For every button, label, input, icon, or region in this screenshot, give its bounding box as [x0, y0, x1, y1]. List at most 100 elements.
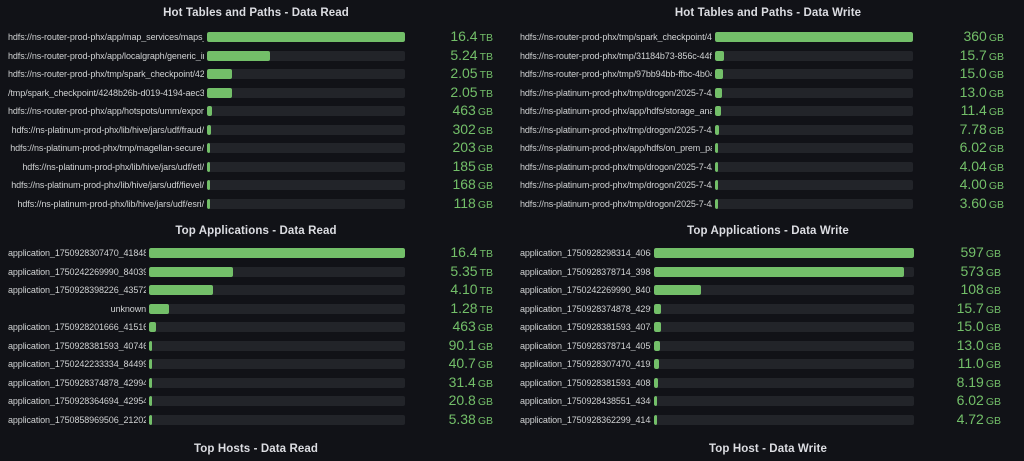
bar-fill — [149, 248, 405, 259]
bar-fill — [207, 198, 210, 209]
row-value: 15.7 GB — [916, 301, 1001, 317]
value-unit: GB — [985, 359, 1001, 372]
bar-row: hdfs://ns-platinum-prod-phx/tmp/drogon/2… — [520, 84, 1004, 103]
bar-row: hdfs://ns-platinum-prod-phx/app/hdfs/sto… — [520, 102, 1004, 121]
bar-fill — [715, 69, 724, 80]
value-number: 168 — [452, 176, 476, 193]
bar-track — [149, 359, 405, 370]
row-value: 168 GB — [407, 177, 493, 193]
value-number: 2.05 — [450, 83, 478, 100]
bar-fill — [149, 377, 152, 388]
value-number: 5.38 — [448, 410, 476, 427]
bar-track — [715, 50, 913, 61]
panel-title-top-apps-write[interactable]: Top Applications - Data Write — [687, 225, 849, 237]
bar-fill — [149, 396, 152, 407]
panel-title-top-apps-read[interactable]: Top Applications - Data Read — [175, 225, 337, 237]
bar-track — [149, 414, 405, 425]
row-label: application_1750928201666_415161 — [8, 322, 146, 333]
bar-fill — [715, 180, 718, 191]
row-value: 90.1 GB — [407, 338, 493, 354]
bar-row: hdfs://ns-router-prod-phx/app/hotspots/u… — [8, 102, 493, 121]
row-label: hdfs://ns-platinum-prod-phx/app/hdfs/sto… — [520, 106, 712, 117]
panel-title-hot-tables-read[interactable]: Hot Tables and Paths - Data Read — [163, 7, 349, 19]
bar-row: hdfs://ns-platinum-prod-phx/tmp/drogon/2… — [520, 121, 1004, 140]
row-value: 4.72 GB — [916, 412, 1001, 428]
bar-fill — [715, 87, 723, 98]
bar-fill — [207, 124, 211, 135]
bar-track — [149, 396, 405, 407]
bar-track — [715, 198, 913, 209]
value-unit: GB — [988, 106, 1004, 119]
bar-fill — [654, 414, 657, 425]
value-unit: GB — [477, 322, 493, 335]
value-number: 2.05 — [450, 65, 478, 82]
row-label: application_1750928307470_419392 — [520, 359, 651, 370]
bar-track — [207, 69, 405, 80]
value-number: 4.72 — [956, 410, 984, 427]
row-value: 5.24 TB — [407, 48, 493, 64]
bar-row: hdfs://ns-platinum-prod-phx/tmp/drogon/2… — [520, 195, 1004, 214]
bar-row: hdfs://ns-platinum-prod-phx/lib/hive/jar… — [8, 121, 493, 140]
bar-track — [654, 285, 914, 296]
bar-fill — [654, 359, 659, 370]
row-value: 11.4 GB — [915, 103, 1004, 119]
bar-row: application_1750242269990_840390 5.35 TB — [8, 263, 493, 282]
bar-track — [654, 414, 914, 425]
row-value: 11.0 GB — [916, 356, 1001, 372]
bar-track — [715, 32, 913, 43]
value-number: 13.0 — [956, 336, 984, 353]
bar-row: application_1750928398226_435725 4.10 TB — [8, 281, 493, 300]
value-unit: GB — [985, 414, 1001, 427]
bar-fill — [149, 266, 233, 277]
panel-top-hosts-data-read: Top Hosts - Data Read — [0, 436, 512, 461]
value-unit: GB — [985, 285, 1001, 298]
bar-fill — [654, 248, 914, 259]
value-unit: GB — [988, 180, 1004, 193]
value-number: 8.19 — [956, 373, 984, 390]
row-value: 5.38 GB — [407, 412, 493, 428]
bar-track — [149, 377, 405, 388]
bar-fill — [654, 377, 658, 388]
bar-fill — [149, 322, 157, 333]
row-value: 463 GB — [407, 103, 493, 119]
bar-fill — [715, 50, 724, 61]
bar-row: hdfs://ns-router-prod-phx/tmp/spark_chec… — [8, 65, 493, 84]
value-number: 203 — [452, 139, 476, 156]
bar-row: hdfs://ns-platinum-prod-phx/lib/hive/jar… — [8, 176, 493, 195]
bar-row: application_1750928381593_407462 90.1 GB — [8, 337, 493, 356]
value-number: 15.7 — [959, 46, 987, 63]
panel-title-top-hosts-read[interactable]: Top Hosts - Data Read — [194, 443, 318, 455]
panel-title-hot-tables-write[interactable]: Hot Tables and Paths - Data Write — [674, 7, 862, 19]
row-value: 15.0 GB — [916, 319, 1001, 335]
bar-track — [715, 143, 913, 154]
row-value: 4.00 GB — [915, 177, 1004, 193]
row-value: 573 GB — [916, 264, 1001, 280]
row-label: application_1750928378714_405989 — [520, 340, 651, 351]
panel-title-top-host-write[interactable]: Top Host - Data Write — [709, 443, 827, 455]
value-number: 302 — [452, 120, 476, 137]
bar-track — [207, 161, 405, 172]
bar-track — [654, 248, 914, 259]
value-number: 11.4 — [960, 102, 987, 119]
row-value: 4.04 GB — [915, 159, 1004, 175]
value-unit: GB — [988, 69, 1004, 82]
value-number: 118 — [453, 194, 476, 211]
panel-row-top: Hot Tables and Paths - Data Read hdfs://… — [0, 0, 1024, 220]
bar-fill — [207, 69, 232, 80]
value-unit: GB — [985, 340, 1001, 353]
bar-row: hdfs://ns-platinum-prod-phx/lib/hive/jar… — [8, 194, 494, 214]
row-label: application_1750242269990_840390 — [8, 266, 146, 277]
bar-fill — [207, 143, 210, 154]
bar-fill — [654, 266, 904, 277]
value-number: 4.04 — [959, 157, 987, 174]
value-number: 185 — [452, 157, 476, 174]
value-unit: GB — [477, 377, 493, 390]
bar-row: application_1750928201666_415161 463 GB — [8, 318, 493, 337]
panel-top-host-data-write: Top Host - Data Write — [512, 436, 1024, 461]
bar-fill — [654, 322, 661, 333]
row-value: 360 GB — [915, 29, 1004, 45]
row-value: 3.60 GB — [915, 196, 1004, 212]
value-unit: GB — [988, 32, 1004, 45]
bar-row: application_1750928378714_405989 13.0 GB — [520, 337, 1001, 356]
row-label: hdfs://ns-router-prod-phx/app/map_servic… — [8, 32, 204, 43]
